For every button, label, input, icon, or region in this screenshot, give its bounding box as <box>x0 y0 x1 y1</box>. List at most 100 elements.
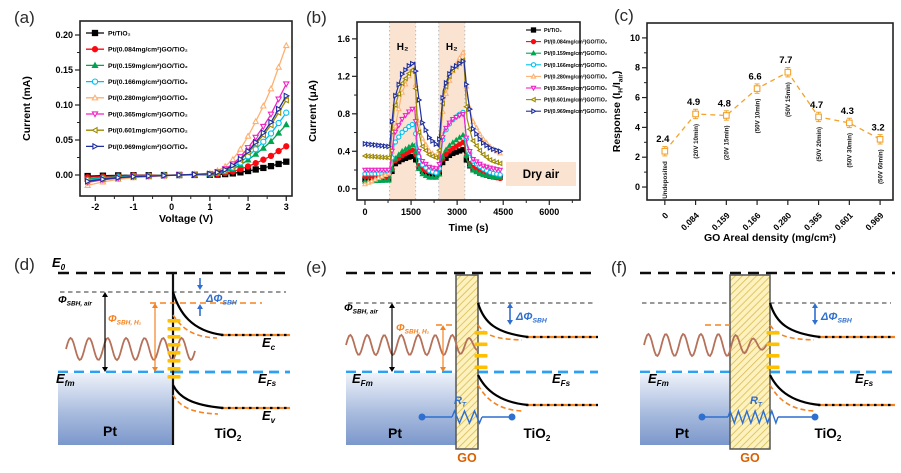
svg-text:EFm: EFm <box>648 371 669 388</box>
svg-text:0: 0 <box>635 182 640 192</box>
svg-text:0.8: 0.8 <box>337 109 350 119</box>
svg-text:(20V 15min): (20V 15min) <box>724 125 731 160</box>
svg-text:EFs: EFs <box>552 371 571 388</box>
svg-text:Pt/(0.166mg/cm²)GO/TiO₂: Pt/(0.166mg/cm²)GO/TiO₂ <box>544 63 608 69</box>
svg-text:0.601: 0.601 <box>833 210 855 232</box>
svg-text:4.7: 4.7 <box>810 100 823 111</box>
svg-text:-1: -1 <box>129 202 137 212</box>
svg-text:4500: 4500 <box>493 207 513 217</box>
panel-d-letter: (d) <box>14 255 35 274</box>
svg-text:TiO2: TiO2 <box>524 426 551 443</box>
svg-text:6.6: 6.6 <box>748 72 761 83</box>
svg-text:0: 0 <box>362 207 367 217</box>
svg-text:4.8: 4.8 <box>718 98 731 109</box>
svg-text:EFs: EFs <box>258 371 277 388</box>
svg-text:ΦSBH, air: ΦSBH, air <box>58 294 92 308</box>
band-diagram-pt-tio2: ΦSBH, air ΦSBH, H₂ ΔΦSBH E0 Ec Ev Efm EFs Pt TiO2 <box>52 255 290 445</box>
response-vs-go-density-chart: 0 2 4 6 8 10 0 0.084 0.159 0.166 0.280 0.365 0.601 0.… <box>611 22 894 244</box>
svg-text:Pt/(0.280mg/cm²)GO/TiO₂: Pt/(0.280mg/cm²)GO/TiO₂ <box>108 95 188 102</box>
svg-text:Current (μA): Current (μA) <box>307 80 319 142</box>
svg-text:ΦSBH, air: ΦSBH, air <box>344 302 378 316</box>
legend-item: Pt/(0.084mg/cm²)GO/TiO₂ <box>86 46 188 54</box>
svg-text:Current (mA): Current (mA) <box>21 76 33 141</box>
svg-text:10: 10 <box>630 33 640 43</box>
svg-text:2.4: 2.4 <box>656 134 670 145</box>
svg-text:(50V 60min): (50V 60min) <box>877 149 884 184</box>
svg-text:0: 0 <box>660 210 671 221</box>
svg-text:3: 3 <box>284 202 289 212</box>
svg-text:Pt: Pt <box>388 425 402 441</box>
legend-item: Pt/TiO₂ <box>86 29 131 37</box>
legend-item: Pt/(0.365mg/cm²)GO/TiO₂ <box>86 111 188 118</box>
svg-text:Response (IH/Iair): Response (IH/Iair) <box>611 71 625 153</box>
svg-text:E0: E0 <box>52 255 66 272</box>
svg-text:GO Areal density (mg/cm²): GO Areal density (mg/cm²) <box>704 232 836 244</box>
svg-text:Undeposited: Undeposited <box>662 161 669 199</box>
legend-item: Pt/(0.280mg/cm²)GO/TiO₂ <box>86 94 188 102</box>
svg-text:Time (s): Time (s) <box>448 222 488 234</box>
svg-text:RT: RT <box>454 395 467 409</box>
svg-text:TiO2: TiO2 <box>215 426 242 443</box>
svg-text:Pt/(0.159mg/cm²)GO/TiO₂: Pt/(0.159mg/cm²)GO/TiO₂ <box>544 51 608 57</box>
svg-text:(50V 20min): (50V 20min) <box>816 127 823 162</box>
svg-text:0.10: 0.10 <box>55 100 73 110</box>
svg-text:Pt/(0.365mg/cm²)GO/TiO₂: Pt/(0.365mg/cm²)GO/TiO₂ <box>108 111 188 118</box>
svg-text:EFs: EFs <box>855 371 874 388</box>
svg-text:0.969: 0.969 <box>863 210 885 232</box>
panel-b: 0 1500 3000 4500 6000 0.0 0.4 0.8 1.2 1.6 Time (s)… <box>300 0 610 245</box>
legend-item: Pt/(0.166mg/cm²)GO/TiO₂ <box>86 78 188 86</box>
svg-text:Pt/(0.159mg/cm²)GO/TiO₂: Pt/(0.159mg/cm²)GO/TiO₂ <box>108 63 188 70</box>
svg-text:0.166: 0.166 <box>740 210 762 232</box>
svg-text:Pt: Pt <box>675 425 689 441</box>
legend-item: Pt/(0.280mg/cm²)GO/TiO₂ <box>526 73 608 80</box>
iv-curves-chart: -2 -1 0 1 2 3 0.00 0.05 0.10 0.15 0.20 Voltage (V) C… <box>21 20 293 225</box>
svg-text:0.159: 0.159 <box>710 210 732 232</box>
svg-text:7.7: 7.7 <box>779 55 792 66</box>
svg-text:RT: RT <box>750 395 763 409</box>
svg-text:(50V 15min): (50V 15min) <box>785 82 792 117</box>
svg-text:(50V 10min): (50V 10min) <box>754 99 761 134</box>
svg-text:Pt/(0.601mg/cm²)GO/TiO₂: Pt/(0.601mg/cm²)GO/TiO₂ <box>108 128 188 135</box>
svg-text:2: 2 <box>635 152 640 162</box>
svg-text:GO: GO <box>740 451 760 465</box>
svg-text:Pt/(0.084mg/cm²)GO/TiO₂: Pt/(0.084mg/cm²)GO/TiO₂ <box>544 40 608 46</box>
svg-text:Pt/TiO₂: Pt/TiO₂ <box>544 28 563 34</box>
svg-text:ΔΦSBH: ΔΦSBH <box>205 293 238 307</box>
svg-text:EFm: EFm <box>352 371 373 388</box>
panel-e-letter: (e) <box>306 258 327 277</box>
svg-text:8: 8 <box>635 63 640 73</box>
svg-text:TiO2: TiO2 <box>815 426 842 443</box>
legend-item: Pt/TiO₂ <box>526 27 563 34</box>
svg-text:Pt: Pt <box>103 423 117 439</box>
panel-d: ΦSBH, air ΦSBH, H₂ ΔΦSBH E0 Ec Ev Efm EFs Pt TiO2 <box>0 245 300 473</box>
svg-text:0.15: 0.15 <box>55 65 73 75</box>
panel-b-letter: (b) <box>306 8 327 27</box>
panel-a-letter: (a) <box>14 8 35 27</box>
svg-text:4.3: 4.3 <box>841 106 854 117</box>
svg-text:Pt/(0.969mg/cm²)GO/TiO₂: Pt/(0.969mg/cm²)GO/TiO₂ <box>108 144 188 151</box>
svg-text:3000: 3000 <box>447 207 467 217</box>
svg-text:Pt/(0.969mg/cm²)GO/TiO₂: Pt/(0.969mg/cm²)GO/TiO₂ <box>544 109 608 115</box>
svg-text:GO: GO <box>457 451 477 465</box>
svg-text:Pt/(0.280mg/cm²)GO/TiO₂: Pt/(0.280mg/cm²)GO/TiO₂ <box>544 74 608 80</box>
svg-text:2: 2 <box>246 202 251 212</box>
svg-text:0.4: 0.4 <box>337 146 350 156</box>
svg-text:1: 1 <box>207 202 212 212</box>
h2-response-transient-chart: 0 1500 3000 4500 6000 0.0 0.4 0.8 1.2 1.6 Time (s)… <box>307 21 608 234</box>
svg-text:4.9: 4.9 <box>687 97 700 108</box>
svg-text:Voltage (V): Voltage (V) <box>159 213 213 225</box>
legend-item: Pt/(0.601mg/cm²)GO/TiO₂ <box>86 126 188 135</box>
svg-text:H₂: H₂ <box>446 42 458 53</box>
panel-c: 0 2 4 6 8 10 0 0.084 0.159 0.166 0.280 0.365 0.601 0.… <box>610 0 901 245</box>
svg-text:6000: 6000 <box>539 207 559 217</box>
band-diagram-thin-go: ΦSBH, air ΦSBH, H₂ ΔΦSBH RT EFm EFs Pt TiO2 GO <box>344 271 598 465</box>
svg-text:(50V 30min): (50V 30min) <box>847 133 854 168</box>
svg-text:Pt/(0.601mg/cm²)GO/TiO₂: Pt/(0.601mg/cm²)GO/TiO₂ <box>544 98 608 104</box>
legend-item: Pt/(0.159mg/cm²)GO/TiO₂ <box>86 61 188 70</box>
svg-text:Pt/(0.084mg/cm²)GO/TiO₂: Pt/(0.084mg/cm²)GO/TiO₂ <box>108 47 188 54</box>
legend-item: Pt/(0.084mg/cm²)GO/TiO₂ <box>526 38 608 46</box>
svg-text:ΔΦSBH: ΔΦSBH <box>515 311 548 325</box>
svg-text:1500: 1500 <box>401 207 421 217</box>
panel-e: ΦSBH, air ΦSBH, H₂ ΔΦSBH RT EFm EFs Pt TiO2 GO <box>300 245 610 473</box>
